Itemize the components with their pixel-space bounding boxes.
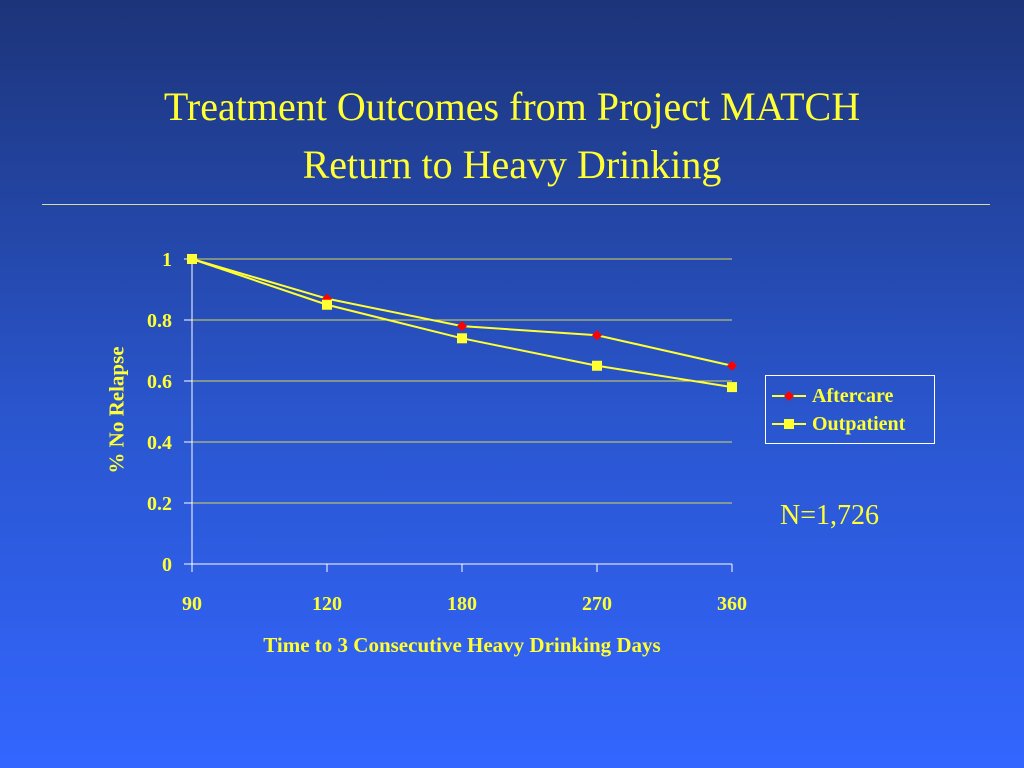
- legend-swatch-outpatient: [772, 419, 806, 429]
- y-tick-label: 0.8: [147, 310, 172, 332]
- y-tick-label: 0: [162, 554, 172, 576]
- data-point-outpatient: [187, 254, 197, 264]
- y-tick-label: 0.6: [147, 371, 172, 393]
- data-point-aftercare: [592, 330, 602, 341]
- legend-label-aftercare: Aftercare: [812, 384, 894, 407]
- legend-label-outpatient: Outpatient: [812, 412, 906, 435]
- data-point-aftercare: [727, 360, 737, 371]
- data-point-outpatient: [457, 333, 467, 344]
- y-axis-title-text: % No Relapse: [104, 346, 129, 474]
- legend-item-outpatient: Outpatient: [772, 412, 905, 436]
- y-tick-label: 0.4: [147, 432, 172, 454]
- legend-swatch-aftercare: [772, 391, 806, 401]
- x-tick-label: 120: [312, 593, 342, 615]
- data-point-outpatient: [592, 360, 602, 371]
- chart-legend: Aftercare Outpatient: [765, 375, 935, 444]
- y-tick-label: 0.2: [147, 493, 172, 515]
- data-point-outpatient: [727, 382, 737, 393]
- title-divider: [42, 204, 990, 205]
- y-tick-label: 1: [162, 249, 172, 271]
- x-tick-label: 180: [447, 593, 477, 615]
- title-line-2: Return to Heavy Drinking: [302, 142, 722, 187]
- slide-title: Treatment Outcomes from Project MATCH Re…: [0, 78, 1024, 194]
- data-point-outpatient: [322, 299, 332, 310]
- x-axis-title: Time to 3 Consecutive Heavy Drinking Day…: [263, 633, 661, 657]
- x-tick-label: 270: [582, 593, 612, 615]
- series-line-aftercare: [191, 258, 733, 367]
- x-tick-label: 90: [182, 593, 202, 615]
- legend-item-aftercare: Aftercare: [772, 384, 893, 408]
- title-line-1: Treatment Outcomes from Project MATCH: [163, 84, 861, 129]
- sample-size-note: N=1,726: [780, 500, 880, 531]
- data-point-aftercare: [457, 321, 467, 332]
- x-tick-label: 360: [717, 593, 747, 615]
